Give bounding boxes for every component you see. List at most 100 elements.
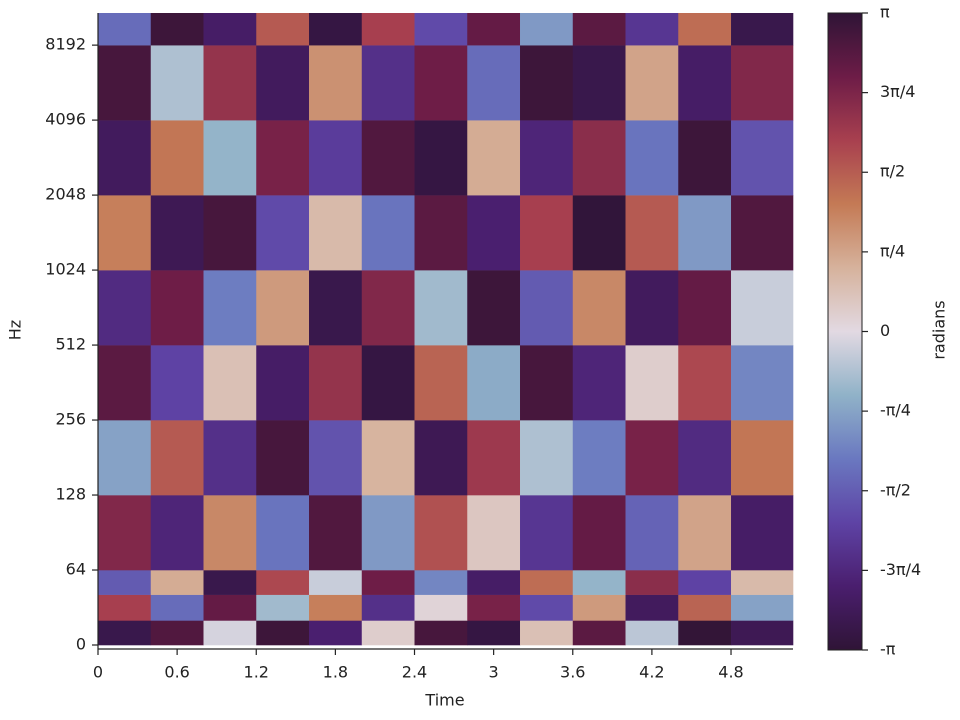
heatmap-cell bbox=[467, 195, 521, 271]
heatmap-cell bbox=[625, 45, 679, 121]
heatmap-cell bbox=[414, 120, 468, 196]
x-tick-label: 2.4 bbox=[402, 663, 427, 682]
heatmap-cell bbox=[520, 570, 574, 595]
heatmap-cell bbox=[256, 495, 310, 571]
heatmap-cell bbox=[572, 345, 626, 421]
heatmap-cell bbox=[678, 195, 732, 271]
colorbar-tick-label: 0 bbox=[880, 321, 890, 340]
heatmap-cell bbox=[678, 45, 732, 121]
heatmap-cell bbox=[625, 195, 679, 271]
x-axis-label: Time bbox=[424, 691, 464, 710]
x-tick-label: 1.2 bbox=[244, 663, 269, 682]
heatmap-cell bbox=[150, 270, 204, 346]
heatmap-cell bbox=[678, 120, 732, 196]
heatmap-cell bbox=[309, 420, 363, 496]
y-tick-label: 2048 bbox=[45, 185, 86, 204]
heatmap-cell bbox=[520, 270, 574, 346]
heatmap-cell bbox=[520, 195, 574, 271]
y-tick-label: 1024 bbox=[45, 260, 86, 279]
heatmap-cell bbox=[150, 420, 204, 496]
heatmap-cell bbox=[467, 13, 521, 46]
heatmap-cell bbox=[572, 420, 626, 496]
heatmap-cell bbox=[309, 13, 363, 46]
heatmap-cell bbox=[150, 594, 204, 621]
heatmap-cell bbox=[625, 345, 679, 421]
heatmap-cell bbox=[520, 13, 574, 46]
heatmap-cell bbox=[361, 45, 415, 121]
heatmap-cell bbox=[414, 570, 468, 595]
heatmap-cell bbox=[256, 195, 310, 271]
heatmap-cell bbox=[520, 120, 574, 196]
heatmap-cell bbox=[309, 495, 363, 571]
heatmap-cell bbox=[203, 120, 257, 196]
x-tick-label: 0 bbox=[93, 663, 103, 682]
heatmap-cell bbox=[361, 594, 415, 621]
heatmap-cell bbox=[256, 345, 310, 421]
heatmap-cell bbox=[625, 270, 679, 346]
heatmap-cell bbox=[625, 120, 679, 196]
heatmap-cell bbox=[203, 13, 257, 46]
heatmap-cell bbox=[467, 345, 521, 421]
heatmap-cell bbox=[572, 570, 626, 595]
heatmap-cell bbox=[98, 195, 152, 271]
x-tick-label: 4.8 bbox=[718, 663, 743, 682]
heatmap-cell bbox=[731, 13, 794, 46]
heatmap-cell bbox=[467, 45, 521, 121]
heatmap-cell bbox=[98, 45, 152, 121]
heatmap-cell bbox=[150, 45, 204, 121]
heatmap-cell bbox=[520, 345, 574, 421]
heatmap-cell bbox=[98, 270, 152, 346]
heatmap-cell bbox=[256, 45, 310, 121]
heatmap-cell bbox=[414, 195, 468, 271]
x-tick-label: 0.6 bbox=[164, 663, 189, 682]
heatmap-cell bbox=[731, 594, 794, 621]
y-tick-label: 512 bbox=[55, 335, 86, 354]
heatmap-cell bbox=[731, 195, 794, 271]
colorbar-tick-label: π/2 bbox=[880, 162, 905, 181]
heatmap-cell bbox=[414, 45, 468, 121]
heatmap-cell bbox=[150, 495, 204, 571]
heatmap-cell bbox=[203, 594, 257, 621]
heatmap-cell bbox=[572, 270, 626, 346]
heatmap-cell bbox=[203, 570, 257, 595]
heatmap-cell bbox=[309, 270, 363, 346]
heatmap-cell bbox=[203, 195, 257, 271]
heatmap-cell bbox=[150, 120, 204, 196]
heatmap-cell bbox=[731, 270, 794, 346]
heatmap-cell bbox=[731, 570, 794, 595]
y-tick-label: 4096 bbox=[45, 110, 86, 129]
heatmap-cell bbox=[467, 570, 521, 595]
x-tick-label: 3 bbox=[489, 663, 499, 682]
heatmap-cell bbox=[256, 120, 310, 196]
colorbar-tick-label: π/4 bbox=[880, 241, 905, 260]
heatmap-cell bbox=[572, 120, 626, 196]
heatmap-cell bbox=[361, 120, 415, 196]
heatmap-cell bbox=[414, 620, 468, 646]
heatmap-cell bbox=[203, 420, 257, 496]
heatmap-cell bbox=[625, 620, 679, 646]
heatmap-cell bbox=[309, 195, 363, 271]
heatmap-cell bbox=[467, 594, 521, 621]
heatmap-cell bbox=[203, 45, 257, 121]
colorbar-tick-label: -π/2 bbox=[880, 480, 911, 499]
heatmap-cell bbox=[414, 594, 468, 621]
heatmap-cell bbox=[731, 45, 794, 121]
heatmap-cell bbox=[414, 420, 468, 496]
heatmap-cell bbox=[203, 620, 257, 646]
heatmap-cell bbox=[361, 13, 415, 46]
heatmap-cell bbox=[98, 420, 152, 496]
heatmap-cell bbox=[625, 570, 679, 595]
colorbar-tick-label: -π/4 bbox=[880, 401, 911, 420]
x-tick-label: 3.6 bbox=[560, 663, 585, 682]
colorbar bbox=[827, 12, 863, 651]
heatmap-cell bbox=[520, 620, 574, 646]
heatmap-cell bbox=[467, 420, 521, 496]
heatmap-cell bbox=[256, 594, 310, 621]
heatmap-cell bbox=[361, 345, 415, 421]
heatmap-cell bbox=[309, 620, 363, 646]
heatmap-cell bbox=[678, 594, 732, 621]
heatmap-cell bbox=[572, 594, 626, 621]
heatmap-cell bbox=[98, 495, 152, 571]
colorbar-tick-label: -3π/4 bbox=[880, 560, 921, 579]
